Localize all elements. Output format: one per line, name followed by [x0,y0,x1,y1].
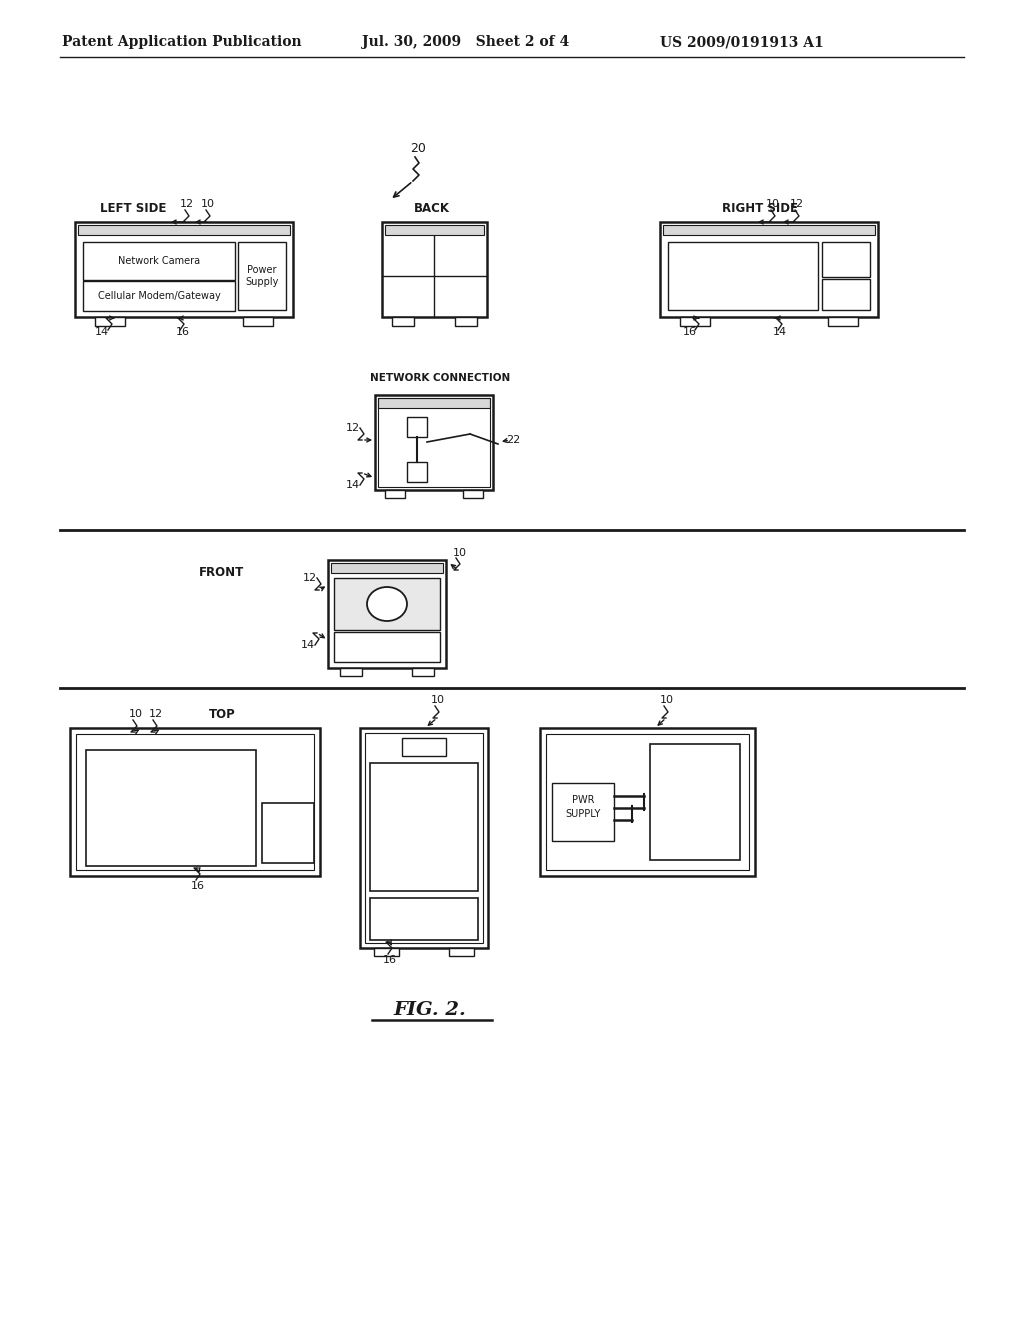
Bar [334,632,440,663]
Bar [382,222,487,317]
Bar [83,281,234,312]
Text: TOP: TOP [209,708,236,721]
Bar [365,733,483,942]
Bar [828,317,858,326]
Text: SUPPLY: SUPPLY [565,809,601,818]
Bar [340,668,362,676]
Bar [95,317,125,326]
Bar [546,734,749,870]
Bar [385,490,406,498]
Text: FIG. 2.: FIG. 2. [393,1001,466,1019]
Bar [540,729,755,876]
Bar [392,317,414,326]
Text: NETWORK CONNECTION: NETWORK CONNECTION [370,374,510,383]
Bar [552,783,614,841]
Bar [83,242,234,280]
Bar [407,462,427,482]
Text: 20: 20 [410,141,426,154]
Text: 10: 10 [660,696,674,705]
Text: Network Camera: Network Camera [118,256,200,267]
Bar [75,222,293,317]
Text: 14: 14 [95,327,110,337]
Text: Patent Application Publication: Patent Application Publication [62,36,302,49]
Text: 10: 10 [201,199,215,209]
Text: 22: 22 [506,436,520,445]
Text: 10: 10 [766,199,780,209]
Bar [663,224,874,235]
Bar [370,898,478,940]
Bar [331,564,443,573]
Text: LEFT SIDE: LEFT SIDE [99,202,166,214]
Text: 10: 10 [453,548,467,558]
Bar [262,803,314,863]
Bar [680,317,710,326]
Bar [378,399,490,408]
Text: US 2009/0191913 A1: US 2009/0191913 A1 [660,36,823,49]
Bar [78,224,290,235]
Text: 12: 12 [303,573,317,583]
Text: 10: 10 [129,709,143,719]
Bar [243,317,273,326]
Text: 14: 14 [301,640,315,649]
Text: FRONT: FRONT [200,565,245,578]
Bar [455,317,477,326]
Bar [449,948,474,956]
Text: Cellular Modem/Gateway: Cellular Modem/Gateway [97,290,220,301]
Text: 16: 16 [191,880,205,891]
Bar [378,399,490,487]
Bar [76,734,314,870]
Text: BACK: BACK [414,202,450,214]
Bar [660,222,878,317]
Bar [402,738,446,756]
Text: PWR: PWR [571,795,594,805]
Bar [70,729,319,876]
Bar [334,578,440,630]
Bar [407,417,427,437]
Bar [374,948,399,956]
Text: 16: 16 [383,954,397,965]
Bar [463,490,483,498]
Text: Jul. 30, 2009   Sheet 2 of 4: Jul. 30, 2009 Sheet 2 of 4 [362,36,569,49]
Bar [822,242,870,277]
Text: 16: 16 [176,327,190,337]
Text: 12: 12 [148,709,163,719]
Text: Power
Supply: Power Supply [246,265,279,286]
Bar [370,763,478,891]
Text: 12: 12 [346,422,360,433]
Bar [822,279,870,310]
Bar [360,729,488,948]
Text: 14: 14 [346,480,360,490]
Text: 12: 12 [790,199,804,209]
Bar [375,395,493,490]
Bar [328,560,446,668]
Bar [86,750,256,866]
Text: 10: 10 [431,696,445,705]
Text: 12: 12 [180,199,195,209]
Bar [238,242,286,310]
Text: 14: 14 [773,327,787,337]
Bar [412,668,434,676]
Bar [650,744,740,861]
Bar [385,224,484,235]
Text: RIGHT SIDE: RIGHT SIDE [722,202,798,214]
Text: 16: 16 [683,327,697,337]
Bar [668,242,818,310]
Ellipse shape [367,587,407,620]
